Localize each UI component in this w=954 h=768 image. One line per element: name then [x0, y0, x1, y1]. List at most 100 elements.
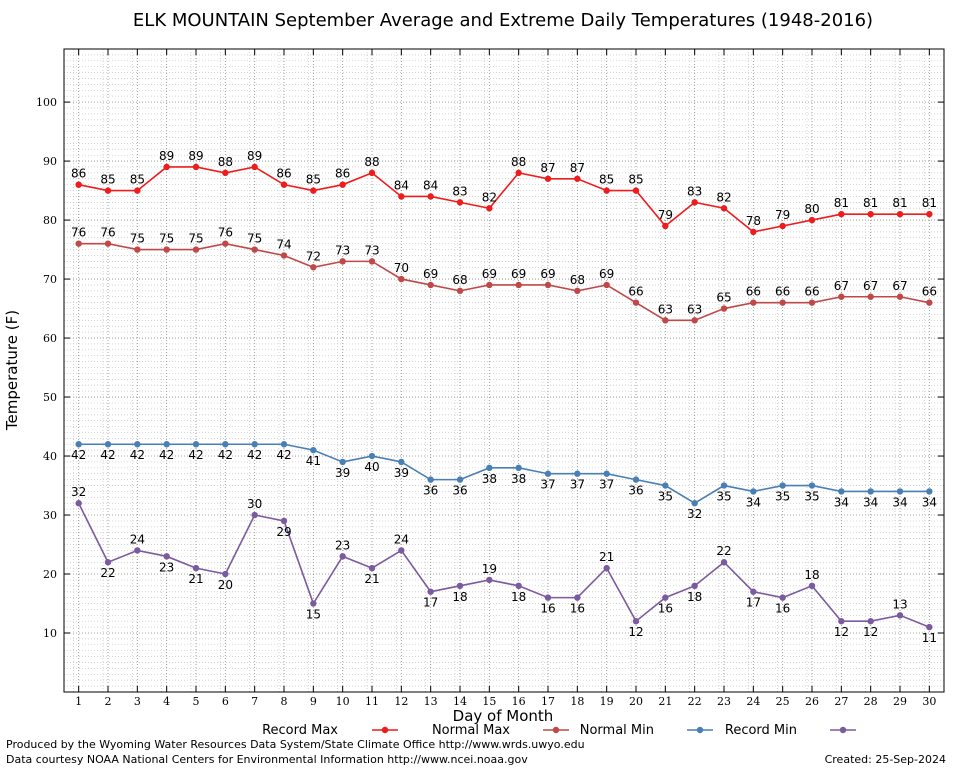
data-label: 67	[834, 279, 849, 293]
data-point	[750, 299, 757, 306]
data-label: 84	[394, 178, 409, 192]
data-point	[134, 547, 141, 554]
data-point	[104, 559, 112, 566]
data-point	[662, 222, 669, 230]
footer-data-courtesy: Data courtesy NOAA National Centers for …	[6, 753, 528, 766]
data-point	[134, 246, 141, 253]
y-tick-label: 60	[43, 332, 57, 345]
data-point	[838, 488, 845, 495]
data-point	[603, 564, 610, 572]
data-point	[339, 258, 346, 265]
data-label: 16	[540, 602, 555, 616]
data-label: 29	[276, 525, 291, 539]
data-point	[192, 246, 200, 253]
data-label: 75	[188, 232, 203, 246]
data-point	[339, 181, 346, 188]
data-label: 35	[775, 490, 790, 504]
data-label: 66	[804, 285, 819, 299]
data-label: 78	[746, 214, 761, 228]
legend-marker	[696, 726, 704, 734]
x-tick-label: 23	[717, 695, 731, 708]
data-label: 83	[687, 184, 702, 198]
data-point	[515, 169, 522, 177]
data-label: 86	[276, 167, 291, 181]
data-label: 69	[511, 267, 526, 281]
data-point	[339, 553, 346, 560]
data-point	[808, 482, 816, 489]
data-point	[896, 293, 904, 300]
x-axis-label: Day of Month	[453, 707, 554, 725]
data-point	[867, 210, 874, 218]
data-label: 32	[687, 507, 702, 521]
data-point	[222, 240, 229, 247]
data-point	[104, 187, 112, 194]
x-tick-label: 14	[453, 695, 467, 708]
data-point	[838, 293, 845, 300]
data-point	[750, 588, 757, 595]
data-point	[456, 476, 464, 483]
x-tick-label: 11	[365, 695, 379, 708]
data-label: 75	[130, 232, 145, 246]
data-point	[134, 441, 141, 448]
data-label: 32	[71, 485, 86, 499]
data-label: 82	[482, 190, 497, 204]
data-point	[280, 441, 288, 448]
data-label: 37	[570, 478, 585, 492]
data-label: 13	[892, 597, 907, 611]
legend: Record Max Normal Max Normal Min Record Min	[262, 723, 856, 738]
data-point	[280, 252, 288, 259]
data-label: 89	[188, 149, 203, 163]
data-point	[720, 205, 728, 212]
x-tick-label: 3	[134, 695, 141, 708]
data-label: 35	[716, 490, 731, 504]
data-point	[896, 210, 904, 218]
data-label: 86	[71, 167, 86, 181]
x-tick-label: 28	[864, 695, 878, 708]
data-point	[398, 275, 405, 283]
data-label: 63	[658, 302, 673, 316]
legend-label: Normal Min	[580, 723, 654, 738]
data-point	[838, 210, 845, 218]
series-normal-max: 76 76 75 75 75 76 75 74 72 73 73 70 69 68 69 69 69 68 69 66…	[71, 226, 937, 324]
data-point	[75, 500, 82, 507]
data-label: 66	[775, 285, 790, 299]
data-label: 41	[306, 454, 321, 468]
data-point	[486, 576, 493, 584]
data-label: 82	[716, 190, 731, 204]
data-label: 19	[482, 562, 497, 576]
data-label: 24	[394, 532, 409, 546]
data-label: 42	[247, 448, 262, 462]
data-point	[222, 570, 229, 578]
data-label: 69	[540, 267, 555, 281]
data-point	[691, 500, 698, 507]
data-label: 42	[71, 448, 86, 462]
data-label: 72	[306, 249, 321, 263]
x-tick-label: 8	[281, 695, 288, 708]
data-label: 79	[775, 208, 790, 222]
data-point	[603, 187, 610, 194]
x-tick-label: 6	[222, 695, 229, 708]
data-point	[515, 582, 522, 590]
legend-marker	[381, 726, 389, 734]
x-tick-label: 20	[629, 695, 643, 708]
data-label: 15	[306, 608, 321, 622]
y-tick-label: 40	[43, 450, 57, 463]
data-label: 81	[834, 196, 849, 210]
data-point	[632, 299, 640, 306]
data-label: 17	[423, 596, 438, 610]
x-tick-label: 1	[75, 695, 82, 708]
data-point	[398, 193, 405, 200]
series-line	[78, 166, 930, 233]
data-label: 16	[570, 602, 585, 616]
legend-label: Record Min	[725, 723, 797, 738]
series-line	[78, 242, 930, 322]
data-point	[574, 175, 581, 182]
legend-item-normal-min: Normal Min	[580, 723, 713, 738]
data-label: 21	[188, 572, 203, 586]
data-point	[280, 517, 288, 525]
data-point	[896, 488, 904, 495]
data-point	[515, 281, 522, 289]
data-label: 69	[423, 267, 438, 281]
data-label: 89	[247, 149, 262, 163]
